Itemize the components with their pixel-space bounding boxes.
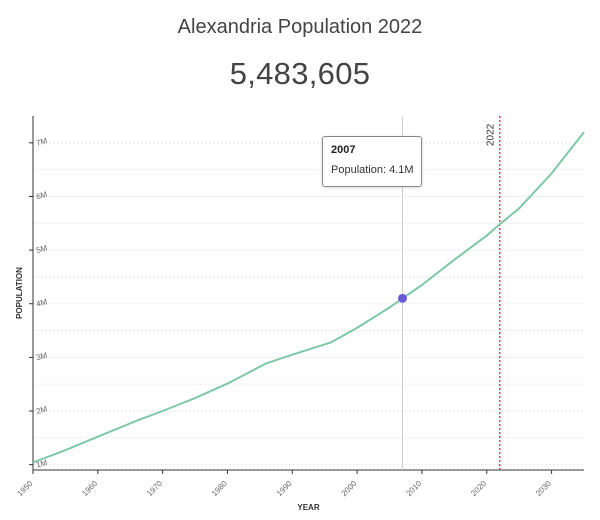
tooltip-text: Population: 4.1M [331,164,414,176]
population-value: 5,483,605 [229,56,371,91]
x-axis-title: YEAR [297,503,319,512]
x-tick-label: 2020 [469,479,488,498]
x-tick-label: 2000 [340,479,359,498]
x-tick-label: 1970 [145,479,164,498]
hover-tooltip: 2007 Population: 4.1M [322,136,422,187]
x-tick-label: 1950 [15,479,34,498]
population-line [32,131,585,464]
tooltip-year: 2007 [331,144,356,156]
x-tick-label: 1960 [80,479,99,498]
x-tick-label: 1990 [275,479,294,498]
tooltip-value: 4.1M [389,164,414,176]
x-tick-label: 1980 [210,479,229,498]
tooltip-label: Population: [331,164,387,176]
chart-title: Alexandria Population 2022 [177,16,423,38]
x-tick-label: 2010 [404,479,423,498]
axes [29,116,584,474]
y-tick-label: 7M [35,136,48,148]
y-tick-label: 3M [35,351,48,363]
y-tick-label: 5M [35,243,48,255]
y-tick-label: 6M [35,190,48,202]
x-tick-label: 2030 [534,479,553,498]
series [32,131,585,464]
y-tick-label: 1M [35,458,48,470]
hover-point [397,293,407,303]
marker-label: 2022 [486,123,497,146]
y-tick-label: 2M [35,404,48,416]
gridlines [33,142,584,466]
y-axis-title: POPULATION [15,267,24,319]
y-tick-label: 4M [35,297,48,309]
axis-labels: 1M 2M 3M 4M 5M 6M 7M 1950 1960 1970 1980 1990 2000 20… [15,136,553,512]
